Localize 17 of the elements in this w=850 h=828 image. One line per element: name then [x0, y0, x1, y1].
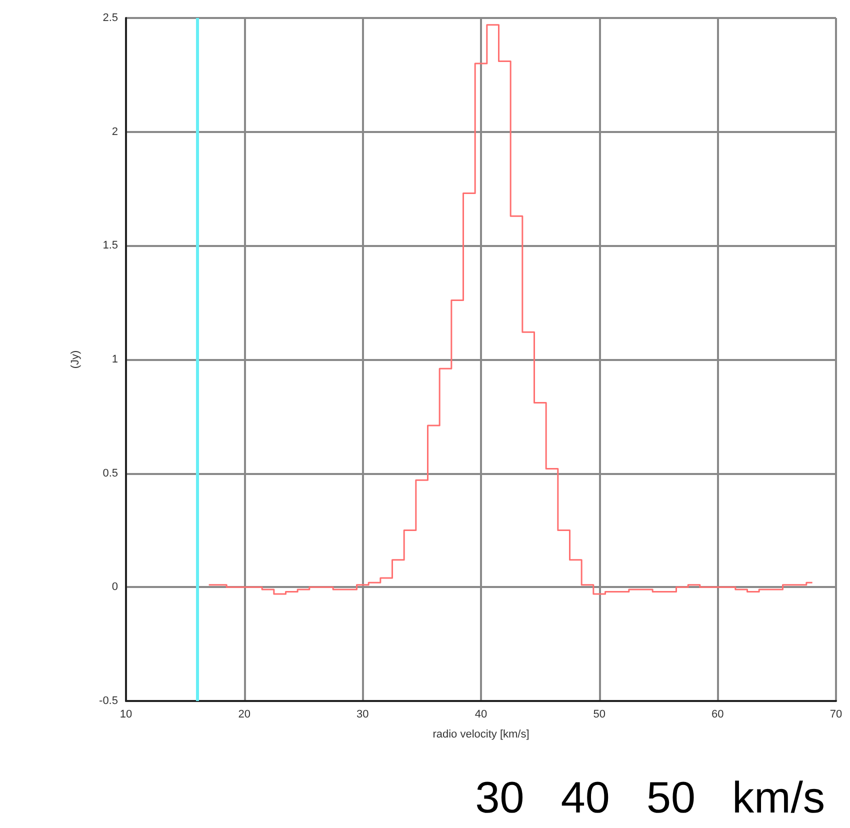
x-tick-label: 50 — [593, 708, 606, 720]
text: 30 40 50 km/s — [475, 774, 826, 822]
x-tick-label: 10 — [120, 708, 132, 720]
x-tick-label: 40 — [474, 708, 488, 720]
y-tick-label: 2 — [112, 126, 118, 138]
x-tick-label: 60 — [712, 708, 724, 720]
y-tick-label: 1.5 — [102, 240, 118, 252]
x-tick-label: 70 — [830, 708, 842, 720]
x-tick-label: 30 — [356, 708, 369, 720]
y-tick-label: 2.5 — [102, 12, 118, 24]
y-axis-title: (Jy) — [70, 350, 82, 369]
y-tick-label: 0 — [112, 581, 118, 594]
y-tick-label: 1 — [112, 354, 118, 366]
y-tick-label: 0.5 — [102, 467, 118, 480]
x-axis-title: radio velocity [km/s] — [432, 728, 530, 740]
y-tick-label: -0.5 — [99, 695, 118, 707]
x-tick-label: 20 — [238, 708, 250, 720]
